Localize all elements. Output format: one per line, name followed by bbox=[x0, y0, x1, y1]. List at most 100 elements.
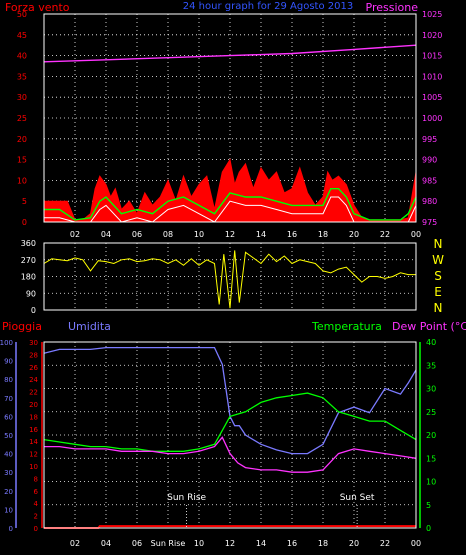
pressure-tick-label: 1015 bbox=[422, 52, 442, 61]
humidity-tick-label: 26 bbox=[29, 364, 38, 372]
rain-tick-label: 80 bbox=[4, 376, 13, 384]
wind-tick-label: 25 bbox=[17, 114, 27, 123]
compass-label: N bbox=[434, 237, 443, 251]
pressure-tick-label: 990 bbox=[422, 156, 437, 165]
panel-rain-humidity-temperature: Pioggia Umidita Temperatura Dew Point (°C) 0… bbox=[0, 320, 466, 548]
humidity-tick-label: 30 bbox=[29, 339, 38, 347]
rain-tick-label: 30 bbox=[4, 469, 13, 477]
compass-label: E bbox=[434, 285, 442, 299]
pressure-tick-label: 1005 bbox=[422, 93, 442, 102]
temperature-tick-label: 40 bbox=[426, 338, 436, 347]
wind-tick-label: 30 bbox=[17, 93, 27, 102]
direction-tick-label: 180 bbox=[21, 273, 36, 282]
wind-tick-label: 45 bbox=[17, 31, 27, 40]
wind-x-tick-label: 22 bbox=[380, 230, 390, 239]
direction-tick-label: 0 bbox=[31, 306, 36, 315]
rain-tick-label: 60 bbox=[4, 413, 13, 421]
humidity-tick-label: 10 bbox=[29, 463, 38, 471]
climate-x-tick-label: 20 bbox=[349, 539, 359, 548]
compass-label: S bbox=[434, 269, 442, 283]
humidity-tick-label: 14 bbox=[29, 438, 38, 446]
humidity-tick-label: 22 bbox=[29, 389, 38, 397]
chart-title: 24 hour graph for 29 Agosto 2013 bbox=[183, 1, 353, 12]
wind-axis-label: Forza vento bbox=[5, 1, 70, 14]
wind-tick-label: 15 bbox=[17, 156, 27, 165]
wind-x-tick-label: 12 bbox=[225, 230, 235, 239]
wind-tick-label: 40 bbox=[17, 52, 27, 61]
sunrise-label: Sun Rise bbox=[167, 493, 206, 503]
pressure-tick-label: 1000 bbox=[422, 114, 442, 123]
compass-label: N bbox=[434, 301, 443, 315]
temperature-tick-label: 25 bbox=[426, 408, 436, 417]
wind-tick-label: 50 bbox=[17, 10, 27, 19]
humidity-tick-label: 18 bbox=[29, 413, 38, 421]
wind-x-tick-label: 14 bbox=[256, 230, 266, 239]
pressure-line bbox=[43, 44, 417, 63]
rain-tick-label: 90 bbox=[4, 358, 13, 366]
climate-x-tick-label: 02 bbox=[70, 539, 80, 548]
pressure-tick-label: 1020 bbox=[422, 31, 442, 40]
temperature-axis-label: Temperatura bbox=[311, 320, 382, 333]
humidity-tick-label: 20 bbox=[29, 401, 38, 409]
pressure-axis-label: Pressione bbox=[366, 1, 419, 14]
wind-direction-line bbox=[43, 250, 416, 309]
temperature-tick-label: 15 bbox=[426, 454, 436, 463]
wind-average-line bbox=[44, 187, 417, 221]
dewpoint-line bbox=[44, 436, 417, 473]
humidity-tick-label: 24 bbox=[29, 376, 38, 384]
humidity-line bbox=[43, 346, 417, 455]
wind-tick-label: 20 bbox=[17, 135, 27, 144]
wind-x-tick-label: 06 bbox=[132, 230, 142, 239]
wind-x-tick-label: 00 bbox=[411, 230, 421, 239]
temperature-tick-label: 30 bbox=[426, 385, 436, 394]
wind-panel-frame bbox=[43, 13, 417, 223]
wind-x-tick-label: 08 bbox=[163, 230, 173, 239]
climate-x-tick-label: 14 bbox=[256, 539, 266, 548]
wind-x-tick-label: 18 bbox=[318, 230, 328, 239]
wind-x-tick-label: 02 bbox=[70, 230, 80, 239]
climate-x-tick-label: 12 bbox=[225, 539, 235, 548]
rain-tick-label: 100 bbox=[0, 339, 13, 347]
humidity-axis-label: Umidita bbox=[68, 320, 111, 333]
humidity-tick-label: 12 bbox=[29, 451, 38, 459]
direction-tick-label: 90 bbox=[26, 289, 36, 298]
wind-tick-label: 35 bbox=[17, 72, 27, 81]
temperature-tick-label: 20 bbox=[426, 431, 436, 440]
wind-x-tick-label: 16 bbox=[287, 230, 297, 239]
dewpoint-axis-label: Dew Point (°C) bbox=[392, 320, 466, 333]
climate-x-tick-label: 10 bbox=[194, 539, 204, 548]
rain-tick-label: 10 bbox=[4, 506, 13, 514]
climate-x-tick-label: 16 bbox=[287, 539, 297, 548]
pressure-tick-label: 1025 bbox=[422, 10, 442, 19]
rain-tick-label: 40 bbox=[4, 451, 13, 459]
humidity-tick-label: 28 bbox=[29, 351, 38, 359]
rain-tick-label: 20 bbox=[4, 488, 13, 496]
climate-x-tick-label: 04 bbox=[101, 539, 111, 548]
humidity-tick-label: 4 bbox=[34, 500, 39, 508]
sunset-label: Sun Set bbox=[340, 493, 375, 503]
rain-tick-label: 70 bbox=[4, 395, 13, 403]
pressure-tick-label: 1010 bbox=[422, 72, 442, 81]
temperature-tick-label: 35 bbox=[426, 361, 436, 370]
wind-tick-label: 10 bbox=[17, 176, 27, 185]
rain-tick-label: 50 bbox=[4, 432, 13, 440]
pressure-tick-label: 985 bbox=[422, 176, 437, 185]
direction-tick-label: 270 bbox=[21, 256, 36, 265]
wind-x-tick-label: 10 bbox=[194, 230, 204, 239]
pressure-tick-label: 975 bbox=[422, 218, 437, 227]
panel-wind-pressure: 0510152025303540455097598098599099510001… bbox=[17, 10, 443, 239]
temperature-tick-label: 0 bbox=[426, 524, 431, 533]
climate-panel-frame bbox=[43, 341, 417, 529]
wind-tick-label: 5 bbox=[22, 197, 27, 206]
temperature-line bbox=[43, 392, 417, 452]
climate-x-tick-label: 06 bbox=[132, 539, 142, 548]
rain-tick-label: 0 bbox=[9, 525, 13, 533]
climate-x-tick-label: 18 bbox=[318, 539, 328, 548]
wind-x-tick-label: 04 bbox=[101, 230, 111, 239]
temperature-tick-label: 5 bbox=[426, 501, 431, 510]
humidity-tick-label: 0 bbox=[34, 525, 38, 533]
humidity-tick-label: 8 bbox=[34, 475, 38, 483]
